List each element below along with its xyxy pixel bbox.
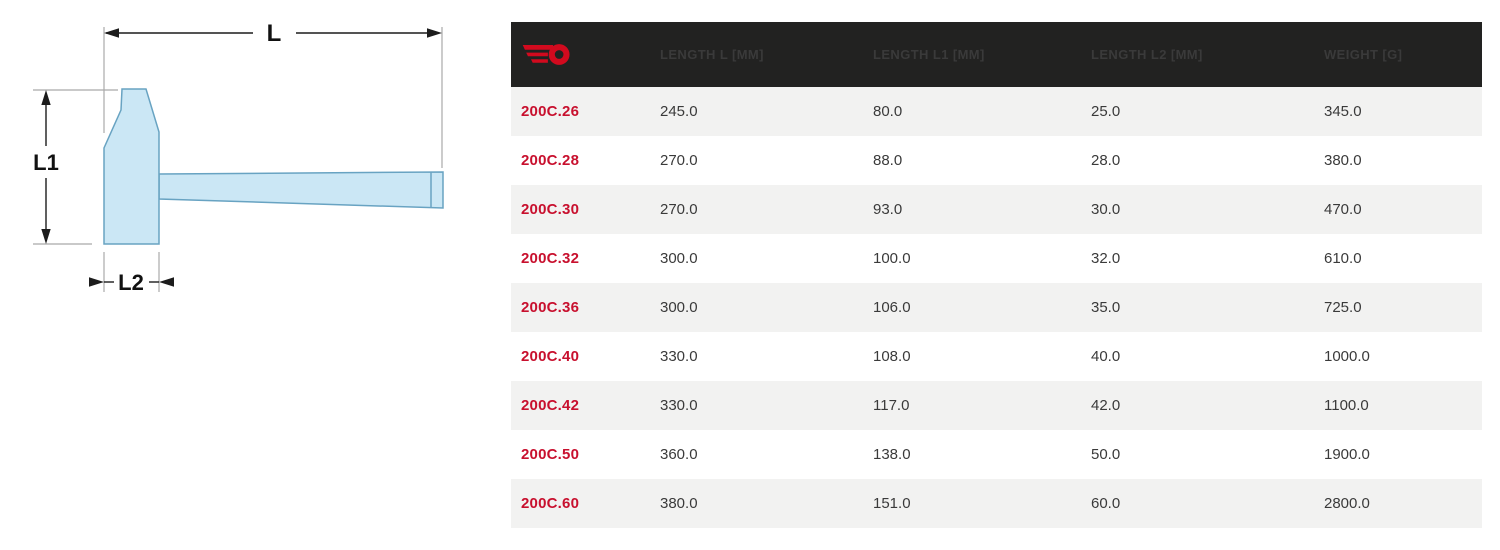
dimension-L: L (104, 20, 442, 47)
cell-length-l2: 30.0 (1091, 201, 1121, 218)
arrow-up-icon (41, 90, 51, 105)
product-ref-link[interactable]: 200C.40 (521, 348, 580, 365)
brand-logo-cell (511, 41, 650, 68)
cell-weight: 610.0 (1324, 250, 1362, 267)
cell-length-l: 330.0 (660, 397, 698, 414)
cell-length-l1: 80.0 (873, 103, 903, 120)
facom-logo-icon (522, 44, 570, 65)
hammer-head (103, 88, 160, 245)
cell-length-l: 360.0 (660, 446, 698, 463)
dimension-label-L2: L2 (118, 270, 144, 295)
cell-weight: 380.0 (1324, 152, 1362, 169)
cell-weight: 2800.0 (1324, 495, 1370, 512)
arrow-left-icon (104, 28, 119, 38)
cell-length-l2: 28.0 (1091, 152, 1121, 169)
spec-table-header: LENGTH L [MM] LENGTH L1 [MM] LENGTH L2 [… (511, 22, 1482, 87)
cell-length-l1: 88.0 (873, 152, 903, 169)
cell-length-l: 300.0 (660, 250, 698, 267)
table-row: 200C.42 330.0 117.0 42.0 1100.0 (511, 381, 1482, 430)
table-row: 200C.50 360.0 138.0 50.0 1900.0 (511, 430, 1482, 479)
arrow-left-icon (159, 277, 174, 287)
cell-length-l: 330.0 (660, 348, 698, 365)
cell-length-l2: 25.0 (1091, 103, 1121, 120)
spec-table: LENGTH L [MM] LENGTH L1 [MM] LENGTH L2 [… (511, 22, 1482, 528)
dimension-L2: L2 (89, 270, 174, 295)
cell-length-l1: 117.0 (873, 397, 910, 414)
cell-length-l1: 100.0 (873, 250, 911, 267)
product-ref-link[interactable]: 200C.26 (521, 103, 580, 120)
cell-weight: 1900.0 (1324, 446, 1370, 463)
cell-length-l: 300.0 (660, 299, 698, 316)
hammer-handle (158, 171, 444, 209)
product-ref-link[interactable]: 200C.30 (521, 201, 580, 218)
column-header-weight: WEIGHT [G] (1324, 47, 1403, 62)
product-ref-link[interactable]: 200C.42 (521, 397, 580, 414)
cell-length-l1: 138.0 (873, 446, 911, 463)
table-row: 200C.36 300.0 106.0 35.0 725.0 (511, 283, 1482, 332)
cell-length-l2: 35.0 (1091, 299, 1121, 316)
product-ref-link[interactable]: 200C.36 (521, 299, 580, 316)
cell-weight: 1000.0 (1324, 348, 1370, 365)
table-row: 200C.32 300.0 100.0 32.0 610.0 (511, 234, 1482, 283)
product-ref-link[interactable]: 200C.28 (521, 152, 580, 169)
cell-length-l2: 32.0 (1091, 250, 1121, 267)
cell-length-l2: 60.0 (1091, 495, 1121, 512)
cell-length-l: 270.0 (660, 152, 698, 169)
table-row: 200C.40 330.0 108.0 40.0 1000.0 (511, 332, 1482, 381)
product-ref-link[interactable]: 200C.50 (521, 446, 580, 463)
column-header-length-l2: LENGTH L2 [MM] (1091, 47, 1203, 62)
cell-length-l: 380.0 (660, 495, 698, 512)
arrow-right-icon (89, 277, 104, 287)
cell-length-l: 245.0 (660, 103, 698, 120)
column-header-length-l: LENGTH L [MM] (660, 47, 764, 62)
table-row: 200C.30 270.0 93.0 30.0 470.0 (511, 185, 1482, 234)
cell-length-l2: 50.0 (1091, 446, 1121, 463)
cell-length-l: 270.0 (660, 201, 698, 218)
cell-length-l1: 93.0 (873, 201, 903, 218)
table-row: 200C.26 245.0 80.0 25.0 345.0 (511, 87, 1482, 136)
product-ref-link[interactable]: 200C.60 (521, 495, 580, 512)
cell-length-l1: 106.0 (873, 299, 911, 316)
cell-length-l1: 108.0 (873, 348, 911, 365)
dimension-label-L1: L1 (33, 150, 59, 175)
cell-weight: 725.0 (1324, 299, 1362, 316)
spec-table-body: 200C.26 245.0 80.0 25.0 345.0 200C.28 27… (511, 87, 1482, 528)
arrow-right-icon (427, 28, 442, 38)
cell-weight: 470.0 (1324, 201, 1362, 218)
hammer-dimension-diagram: L L1 L2 (33, 20, 444, 295)
cell-length-l2: 42.0 (1091, 397, 1121, 414)
arrow-down-icon (41, 229, 51, 244)
product-ref-link[interactable]: 200C.32 (521, 250, 580, 267)
dimension-label-L: L (267, 20, 282, 47)
dimension-L1: L1 (33, 90, 59, 244)
cell-length-l2: 40.0 (1091, 348, 1121, 365)
cell-length-l1: 151.0 (873, 495, 911, 512)
extension-lines (33, 27, 443, 292)
column-header-length-l1: LENGTH L1 [MM] (873, 47, 985, 62)
table-row: 200C.60 380.0 151.0 60.0 2800.0 (511, 479, 1482, 528)
cell-weight: 1100.0 (1324, 397, 1369, 414)
cell-weight: 345.0 (1324, 103, 1362, 120)
table-row: 200C.28 270.0 88.0 28.0 380.0 (511, 136, 1482, 185)
